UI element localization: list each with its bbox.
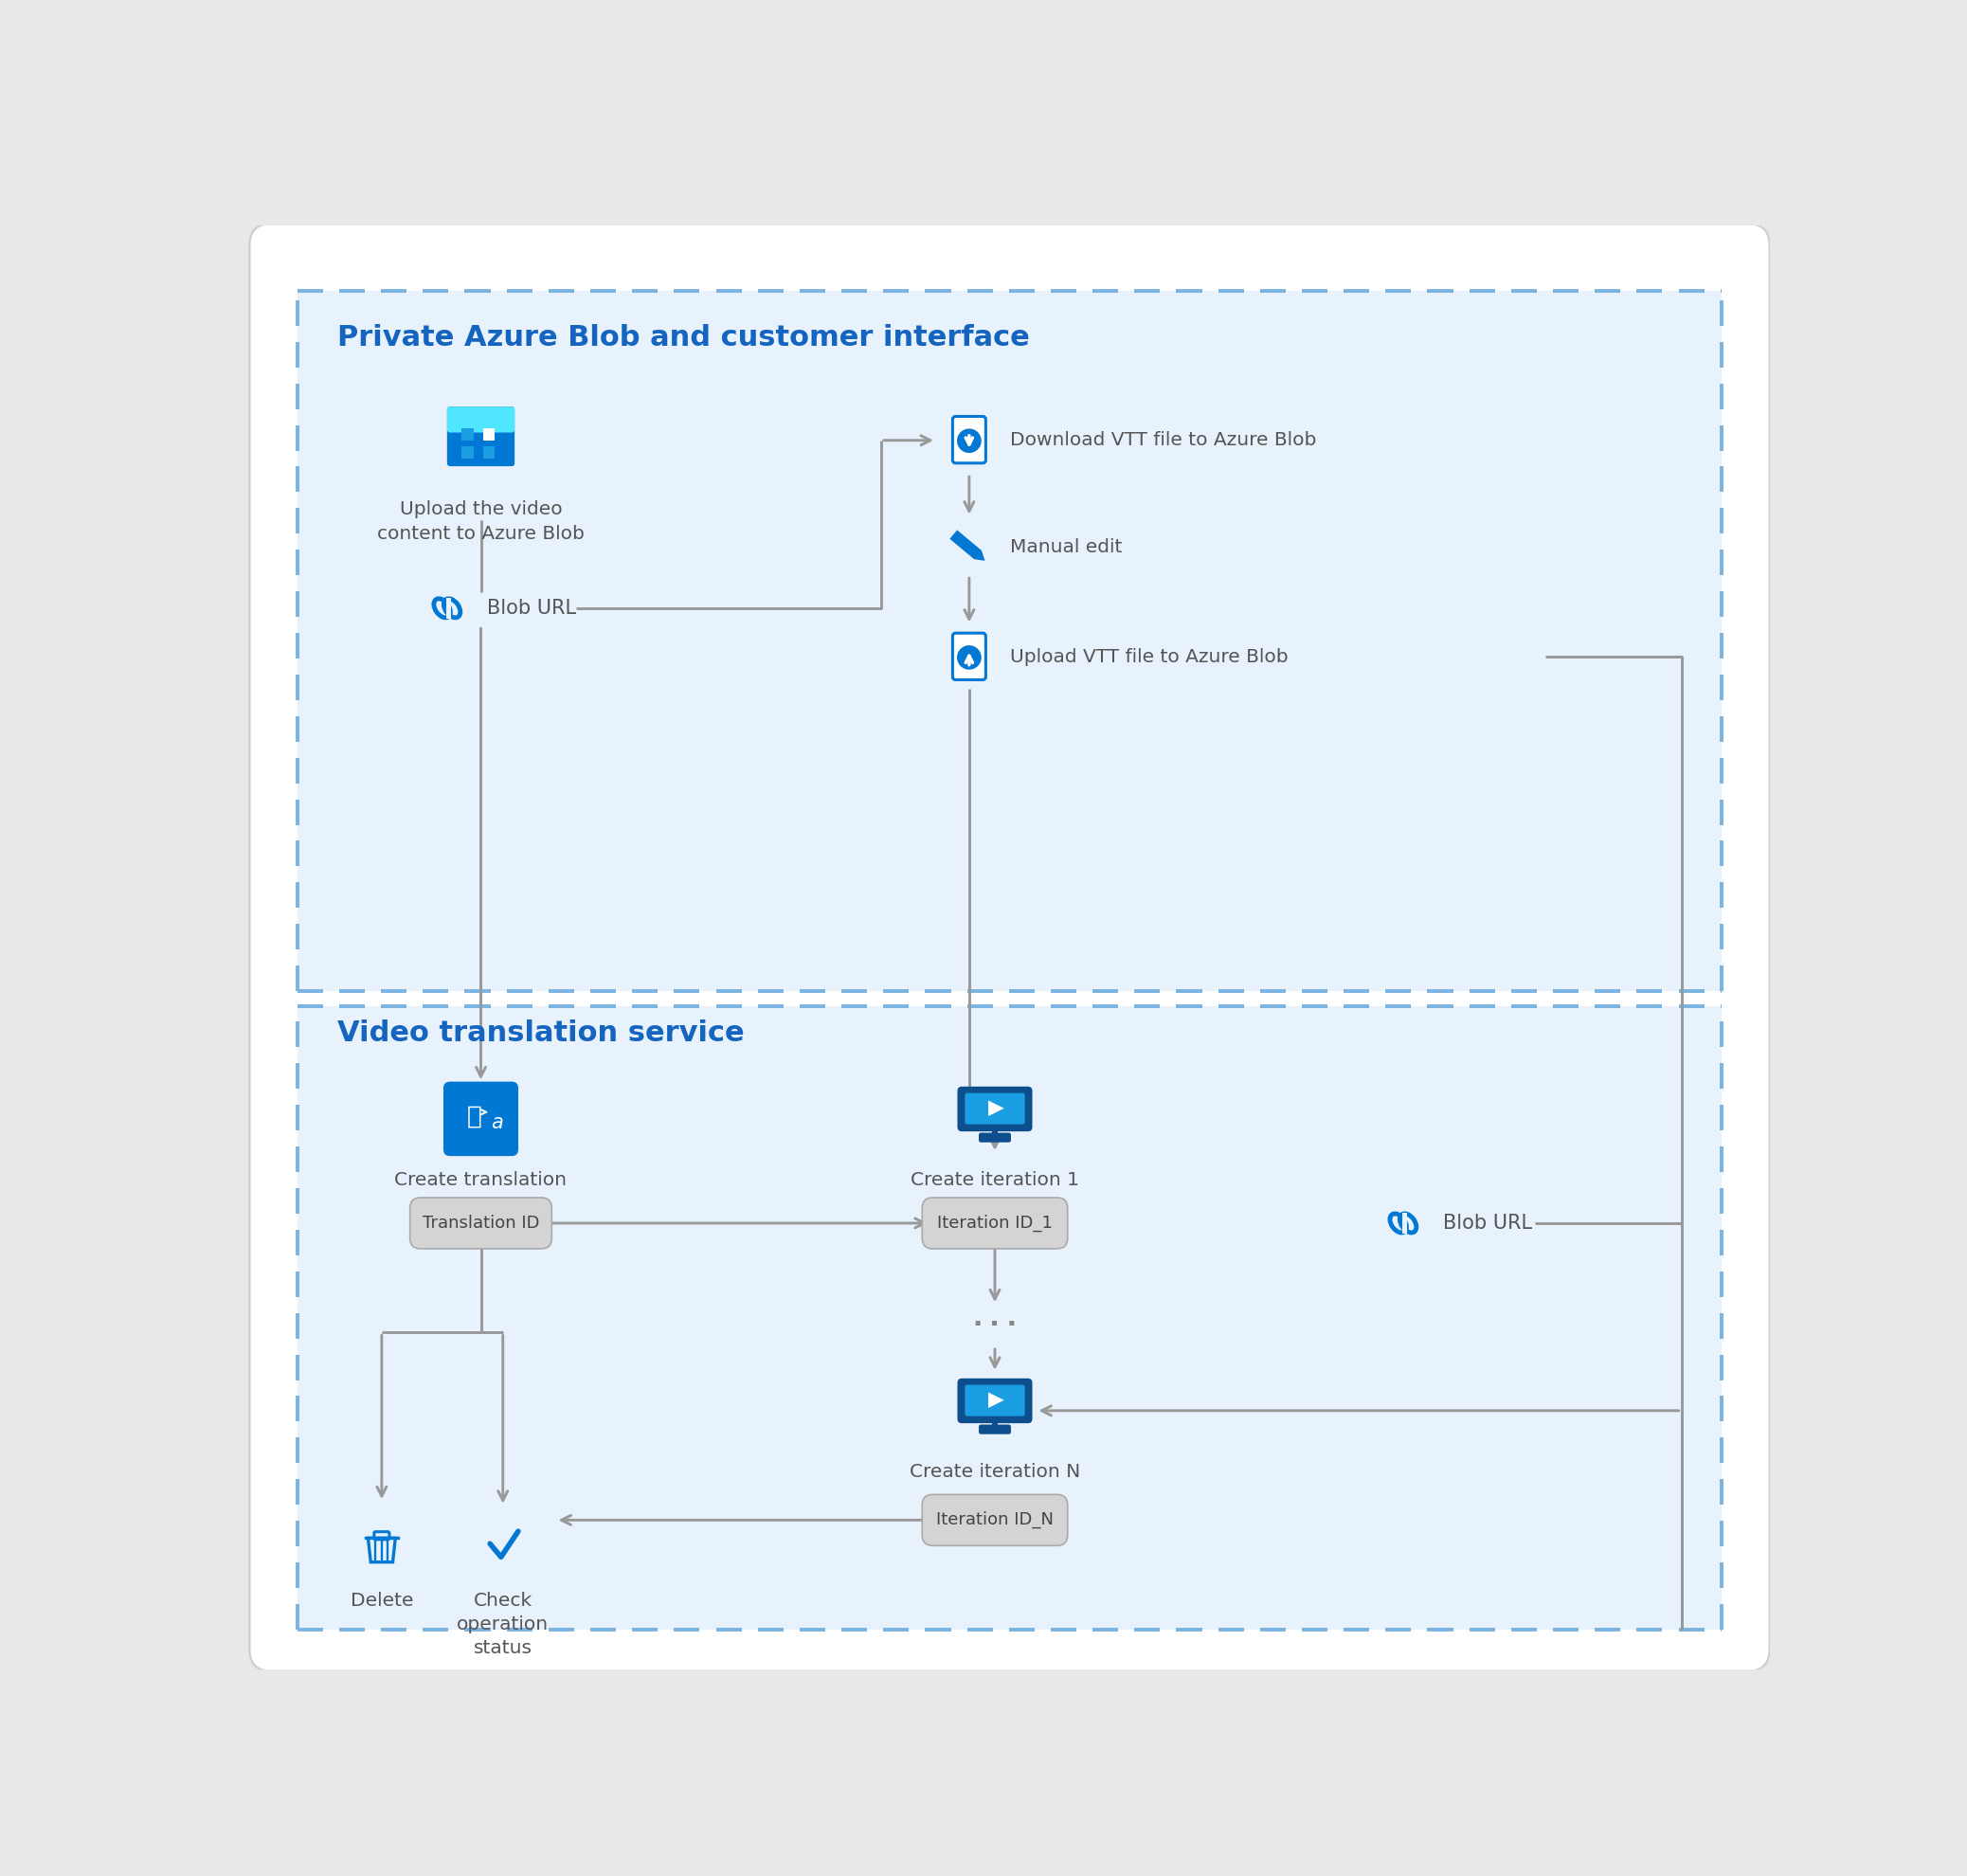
Text: Create iteration N: Create iteration N [909,1463,1080,1482]
Circle shape [958,430,982,452]
Text: a: a [492,1112,504,1131]
Bar [447,598,450,619]
Bar [484,430,496,441]
Bar [462,430,474,441]
Text: Download VTT file to Azure Blob: Download VTT file to Azure Blob [1009,431,1316,450]
FancyBboxPatch shape [952,632,985,679]
FancyBboxPatch shape [297,1006,1721,1630]
Bar [991,1126,997,1135]
FancyBboxPatch shape [923,1495,1068,1546]
FancyBboxPatch shape [923,1197,1068,1249]
Text: Blob URL: Blob URL [486,598,576,617]
FancyBboxPatch shape [966,1094,1025,1124]
Text: ···: ··· [970,1311,1021,1339]
Text: Iteration ID_N: Iteration ID_N [936,1512,1054,1529]
Text: あ: あ [468,1105,482,1129]
FancyBboxPatch shape [952,416,985,463]
Polygon shape [950,531,985,561]
Polygon shape [987,1392,1003,1409]
FancyBboxPatch shape [443,1082,517,1156]
FancyBboxPatch shape [409,1197,551,1249]
FancyBboxPatch shape [250,223,1770,1672]
Text: Create translation: Create translation [395,1171,566,1189]
Circle shape [958,645,982,670]
Text: Iteration ID_1: Iteration ID_1 [936,1214,1052,1233]
Text: Manual edit: Manual edit [1009,538,1121,557]
Text: Check
operation
status: Check operation status [456,1591,549,1657]
FancyBboxPatch shape [447,407,515,467]
Text: Create iteration 1: Create iteration 1 [911,1171,1080,1189]
FancyBboxPatch shape [297,291,1721,991]
Bar [484,446,496,458]
Text: Upload the video
content to Azure Blob: Upload the video content to Azure Blob [378,501,584,544]
Bar [1402,1212,1406,1234]
FancyBboxPatch shape [447,407,515,433]
Text: Private Azure Blob and customer interface: Private Azure Blob and customer interfac… [338,325,1031,353]
Text: Blob URL: Blob URL [1444,1214,1532,1233]
Text: Video translation service: Video translation service [338,1021,745,1047]
FancyBboxPatch shape [966,1384,1025,1416]
Text: Upload VTT file to Azure Blob: Upload VTT file to Azure Blob [1009,647,1288,666]
FancyBboxPatch shape [980,1133,1011,1142]
Text: Delete: Delete [350,1591,413,1610]
Text: Translation ID: Translation ID [423,1214,539,1233]
Bar [462,446,474,458]
FancyBboxPatch shape [958,1379,1033,1424]
FancyBboxPatch shape [958,1086,1033,1131]
Polygon shape [987,1101,1003,1116]
FancyBboxPatch shape [980,1424,1011,1433]
Bar [991,1418,997,1426]
